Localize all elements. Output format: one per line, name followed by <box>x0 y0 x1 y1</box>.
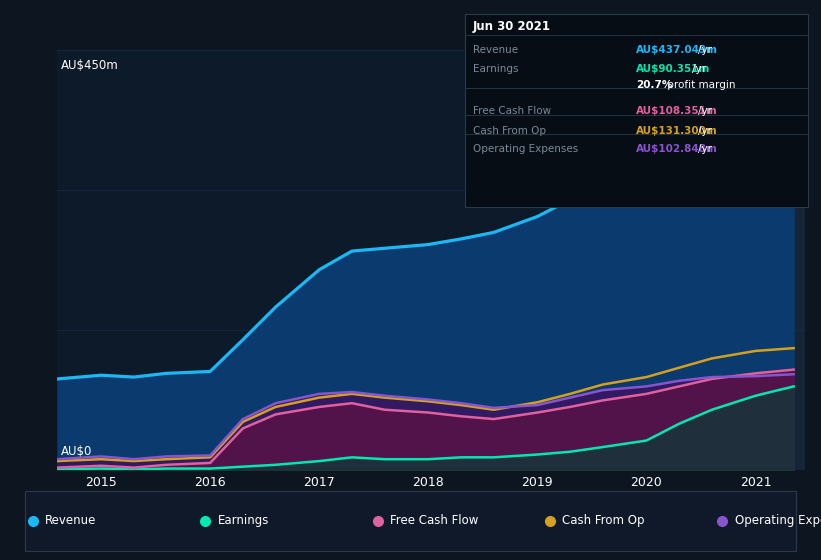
Text: Operating Expenses: Operating Expenses <box>735 514 821 528</box>
Text: /yr: /yr <box>692 64 706 74</box>
Text: AU$108.351m: AU$108.351m <box>636 106 718 116</box>
Text: AU$102.848m: AU$102.848m <box>636 144 718 154</box>
Text: Cash From Op: Cash From Op <box>473 126 546 136</box>
Text: Operating Expenses: Operating Expenses <box>473 144 578 154</box>
Text: /yr: /yr <box>698 126 712 136</box>
Text: profit margin: profit margin <box>664 80 736 90</box>
Text: Cash From Op: Cash From Op <box>562 514 644 528</box>
Text: AU$437.049m: AU$437.049m <box>636 45 718 55</box>
Text: /yr: /yr <box>698 45 712 55</box>
Text: AU$131.300m: AU$131.300m <box>636 126 718 136</box>
Text: /yr: /yr <box>698 106 712 116</box>
Text: AU$90.351m: AU$90.351m <box>636 64 711 74</box>
Text: Jun 30 2021: Jun 30 2021 <box>473 20 551 32</box>
Text: Revenue: Revenue <box>45 514 97 528</box>
Text: AU$0: AU$0 <box>62 445 93 458</box>
Text: Revenue: Revenue <box>473 45 518 55</box>
FancyBboxPatch shape <box>25 491 796 550</box>
Text: Earnings: Earnings <box>473 64 518 74</box>
Text: 20.7%: 20.7% <box>636 80 672 90</box>
Bar <box>646 50 805 470</box>
Text: /yr: /yr <box>698 144 712 154</box>
Text: AU$450m: AU$450m <box>62 59 119 72</box>
Text: Earnings: Earnings <box>218 514 269 528</box>
Text: Free Cash Flow: Free Cash Flow <box>390 514 479 528</box>
Text: Free Cash Flow: Free Cash Flow <box>473 106 551 116</box>
